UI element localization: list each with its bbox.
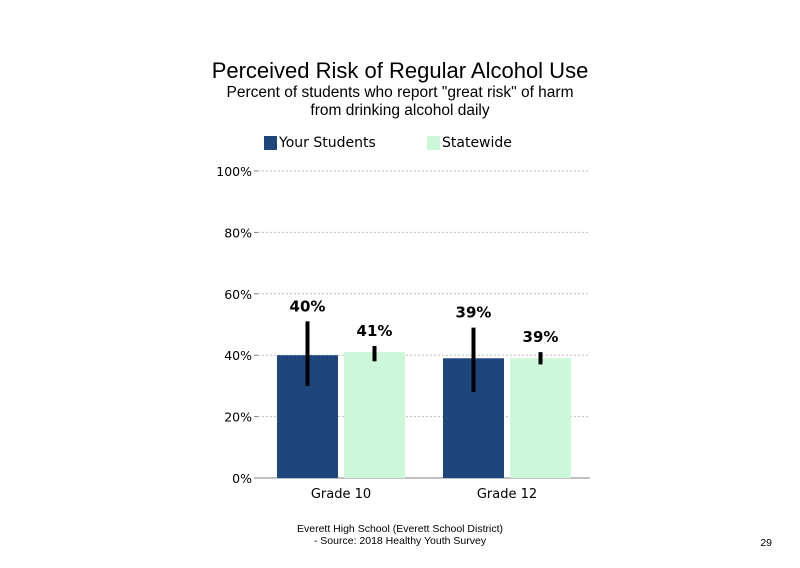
y-tick-label: 60% [224, 287, 252, 302]
subtitle-line-1: Percent of students who report "great ri… [226, 84, 574, 101]
footer-school: Everett High School (Everett School Dist… [297, 523, 503, 535]
data-label: 40% [290, 297, 326, 315]
legend-swatch-statewide [427, 136, 440, 150]
data-label: 39% [523, 328, 559, 346]
footer-source: Everett High School (Everett School Dist… [270, 523, 530, 547]
legend-item-your-students: Your Students [264, 133, 376, 153]
x-tick-label: Grade 10 [311, 487, 371, 502]
bar-statewide-grade-12 [510, 358, 571, 478]
y-tick-label: 100% [216, 164, 252, 179]
legend-label-statewide: Statewide [442, 135, 512, 151]
subtitle-line-2: from drinking alcohol daily [310, 102, 490, 119]
chart-title: Perceived Risk of Regular Alcohol Use [211, 58, 589, 83]
legend-swatch-your-students [264, 136, 277, 150]
legend-label-your-students: Your Students [279, 135, 376, 151]
bar-statewide-grade-10 [344, 352, 405, 478]
y-tick-label: 80% [224, 225, 252, 240]
data-label: 41% [357, 322, 393, 340]
legend-item-statewide: Statewide [427, 133, 512, 153]
y-tick-label: 20% [224, 410, 252, 425]
chart-subtitle: Percent of students who report "great ri… [0, 84, 800, 120]
page-number: 29 [760, 537, 772, 549]
data-label: 39% [456, 304, 492, 322]
footer-source-line: - Source: 2018 Healthy Youth Survey [313, 535, 487, 547]
y-tick-label: 40% [224, 348, 252, 363]
x-tick-label: Grade 12 [477, 487, 537, 502]
y-tick-label: 0% [232, 471, 252, 486]
